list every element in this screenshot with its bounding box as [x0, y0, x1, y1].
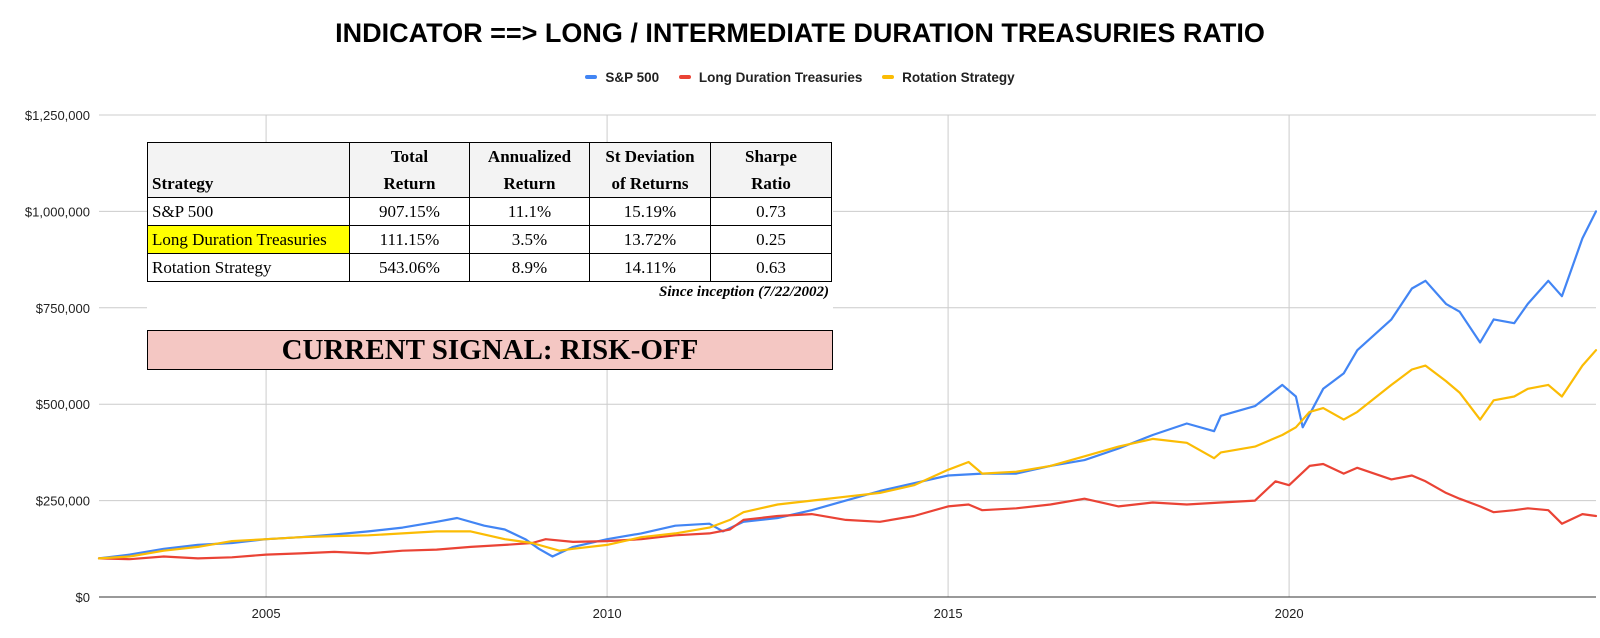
header-stdev-line2: of Returns [611, 174, 689, 193]
since-inception-note: Since inception (7/22/2002) [659, 284, 829, 300]
x-tick-label: 2005 [252, 606, 281, 621]
stats-table: Strategy Total Return Annualized Return St… [147, 142, 832, 282]
cell-sharpe-ratio: 0.63 [710, 253, 832, 282]
y-tick-label: $750,000 [36, 301, 90, 316]
y-tick-label: $500,000 [36, 397, 90, 412]
y-tick-label: $1,250,000 [25, 108, 90, 123]
cell-sharpe-ratio: 0.25 [710, 225, 832, 254]
series-line-long-duration-treasuries [97, 462, 1598, 561]
cell-annualized-return: 3.5% [469, 225, 590, 254]
header-strategy: Strategy [147, 142, 350, 198]
legend-item-sp500[interactable]: S&P 500 [585, 70, 659, 85]
cell-strategy: Rotation Strategy [147, 253, 350, 282]
current-signal-banner: CURRENT SIGNAL: RISK-OFF [147, 330, 833, 370]
series-line-s-p-500 [97, 210, 1598, 560]
header-annualized-return: Annualized Return [469, 142, 590, 198]
header-total-return-line2: Return [383, 174, 436, 193]
legend-label-long-duration-treasuries: Long Duration Treasuries [698, 70, 863, 85]
legend-swatch-long-duration-treasuries [678, 75, 691, 80]
legend-label-sp500: S&P 500 [605, 70, 660, 85]
y-tick-label: $250,000 [36, 494, 90, 509]
table-row: Long Duration Treasuries 111.15% 3.5% 13… [147, 225, 832, 254]
legend-item-rotation-strategy[interactable]: Rotation Strategy [882, 70, 1015, 85]
legend-swatch-rotation-strategy [882, 75, 895, 80]
cell-st-deviation: 14.11% [589, 253, 711, 282]
x-tick-label: 2020 [1275, 606, 1304, 621]
header-sharpe-line2: Ratio [751, 174, 791, 193]
legend-swatch-sp500 [585, 75, 598, 80]
axis-layer: $0 $250,000 $500,000 $750,000 $1,000,000 $1,2… [25, 108, 1596, 621]
stats-panel: Strategy Total Return Annualized Return St… [147, 142, 833, 370]
cell-total-return: 111.15% [349, 225, 470, 254]
series-line-rotation-strategy [97, 349, 1598, 560]
header-st-deviation: St Deviation of Returns [589, 142, 711, 198]
stats-header-row: Strategy Total Return Annualized Return St… [147, 142, 832, 198]
chart-title: INDICATOR ==> LONG / INTERMEDIATE DURATI… [335, 18, 1265, 48]
cell-annualized-return: 8.9% [469, 253, 590, 282]
header-annualized-line1: Annualized [487, 147, 572, 166]
x-tick-label: 2015 [934, 606, 963, 621]
header-sharpe-line1: Sharpe [745, 147, 797, 166]
header-total-return-line1: Total [390, 147, 429, 166]
cell-annualized-return: 11.1% [469, 197, 590, 226]
header-sharpe-ratio: Sharpe Ratio [710, 142, 832, 198]
cell-sharpe-ratio: 0.73 [710, 197, 832, 226]
y-tick-label: $1,000,000 [25, 204, 90, 219]
cell-st-deviation: 15.19% [589, 197, 711, 226]
header-stdev-line1: St Deviation [605, 147, 695, 166]
cell-strategy-highlighted: Long Duration Treasuries [147, 225, 350, 254]
legend-item-long-duration-treasuries[interactable]: Long Duration Treasuries [678, 70, 863, 85]
x-tick-label: 2010 [593, 606, 622, 621]
cell-strategy: S&P 500 [147, 197, 350, 226]
header-annualized-line2: Return [503, 174, 556, 193]
cell-st-deviation: 13.72% [589, 225, 711, 254]
table-row: Rotation Strategy 543.06% 8.9% 14.11% 0.… [147, 253, 832, 282]
cell-total-return: 543.06% [349, 253, 470, 282]
cell-total-return: 907.15% [349, 197, 470, 226]
table-row: S&P 500 907.15% 11.1% 15.19% 0.73 [147, 197, 832, 226]
y-tick-label: $0 [76, 590, 90, 605]
chart-legend: S&P 500 Long Duration Treasuries Rotatio… [0, 70, 1600, 85]
header-total-return: Total Return [349, 142, 470, 198]
legend-label-rotation-strategy: Rotation Strategy [902, 70, 1015, 85]
series-layer [97, 210, 1598, 561]
